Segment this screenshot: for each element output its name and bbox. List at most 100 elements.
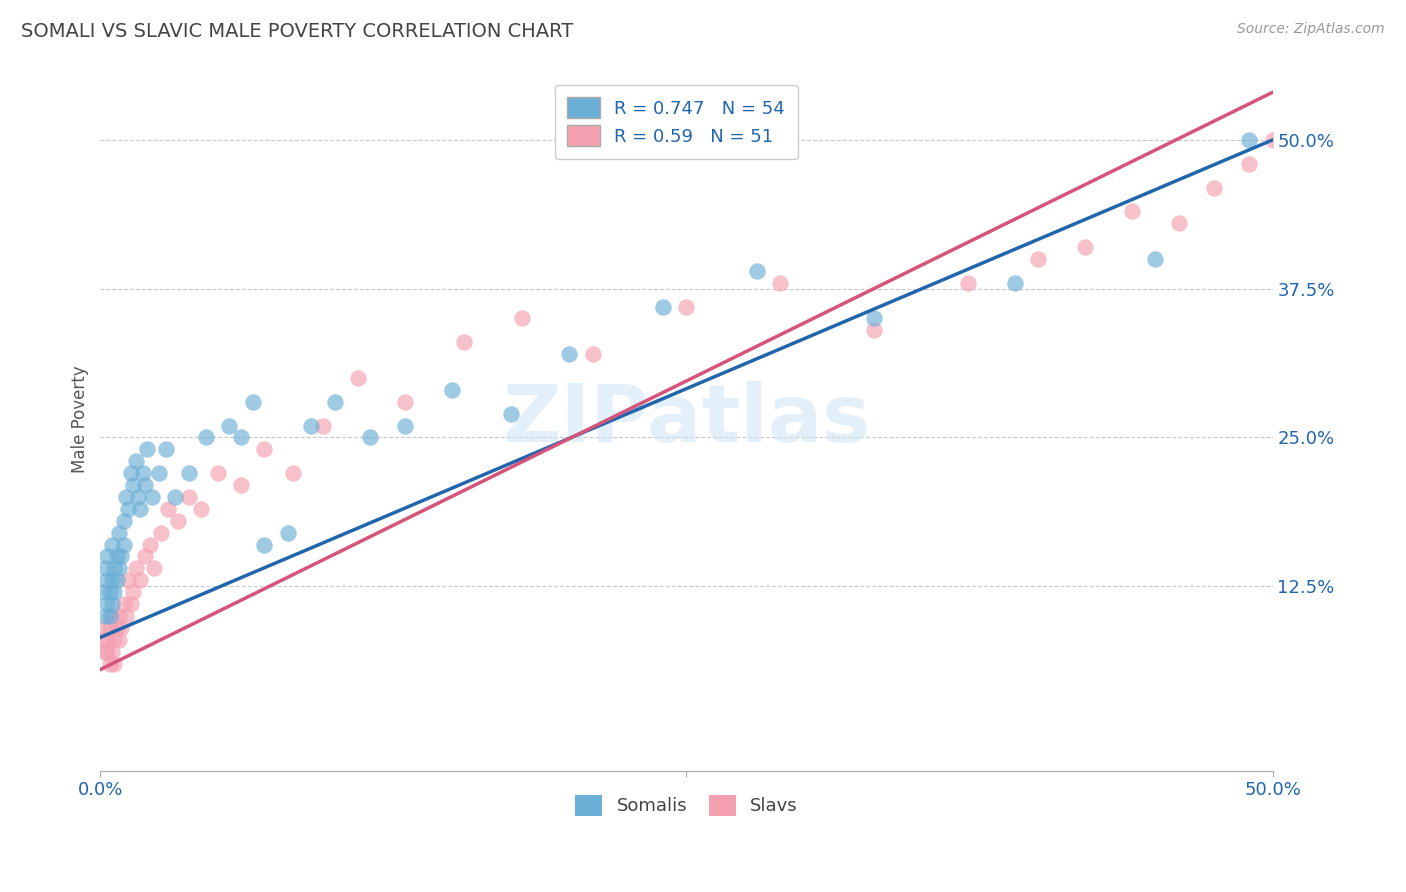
- Point: [394, 418, 416, 433]
- Point: [143, 561, 166, 575]
- Point: [115, 609, 138, 624]
- Point: [96, 632, 118, 647]
- Point: [101, 538, 124, 552]
- Point: [1074, 240, 1097, 254]
- Point: [108, 609, 131, 624]
- Point: [94, 609, 117, 624]
- Point: [165, 490, 187, 504]
- Point: [745, 264, 768, 278]
- Point: [141, 490, 163, 504]
- Point: [105, 621, 128, 635]
- Point: [453, 335, 475, 350]
- Point: [179, 490, 201, 504]
- Point: [101, 574, 124, 588]
- Point: [134, 549, 156, 564]
- Legend: Somalis, Slavs: Somalis, Slavs: [567, 786, 807, 825]
- Point: [103, 561, 125, 575]
- Point: [582, 347, 605, 361]
- Point: [253, 538, 276, 552]
- Point: [1121, 204, 1143, 219]
- Y-axis label: Male Poverty: Male Poverty: [72, 366, 89, 474]
- Point: [91, 585, 114, 599]
- Point: [956, 276, 979, 290]
- Point: [652, 300, 675, 314]
- Point: [98, 585, 121, 599]
- Point: [148, 466, 170, 480]
- Point: [101, 597, 124, 611]
- Point: [98, 609, 121, 624]
- Text: SOMALI VS SLAVIC MALE POVERTY CORRELATION CHART: SOMALI VS SLAVIC MALE POVERTY CORRELATIO…: [21, 22, 574, 41]
- Point: [229, 478, 252, 492]
- Point: [157, 501, 180, 516]
- Point: [1004, 276, 1026, 290]
- Point: [112, 514, 135, 528]
- Point: [218, 418, 240, 433]
- Point: [347, 371, 370, 385]
- Point: [117, 574, 139, 588]
- Point: [242, 394, 264, 409]
- Point: [101, 609, 124, 624]
- Point: [112, 538, 135, 552]
- Point: [863, 323, 886, 337]
- Text: Source: ZipAtlas.com: Source: ZipAtlas.com: [1237, 22, 1385, 37]
- Point: [91, 632, 114, 647]
- Point: [229, 430, 252, 444]
- Point: [105, 574, 128, 588]
- Point: [1026, 252, 1049, 266]
- Text: ZIPatlas: ZIPatlas: [502, 381, 870, 458]
- Point: [194, 430, 217, 444]
- Point: [190, 501, 212, 516]
- Point: [131, 466, 153, 480]
- Point: [124, 454, 146, 468]
- Point: [155, 442, 177, 457]
- Point: [312, 418, 335, 433]
- Point: [124, 561, 146, 575]
- Point: [101, 645, 124, 659]
- Point: [96, 549, 118, 564]
- Point: [122, 585, 145, 599]
- Point: [1202, 180, 1225, 194]
- Point: [103, 585, 125, 599]
- Point: [1261, 133, 1284, 147]
- Point: [120, 597, 142, 611]
- Point: [1237, 157, 1260, 171]
- Point: [98, 657, 121, 671]
- Point: [150, 525, 173, 540]
- Point: [108, 632, 131, 647]
- Point: [108, 525, 131, 540]
- Point: [134, 478, 156, 492]
- Point: [166, 514, 188, 528]
- Point: [207, 466, 229, 480]
- Point: [675, 300, 697, 314]
- Point: [105, 549, 128, 564]
- Point: [179, 466, 201, 480]
- Point: [96, 574, 118, 588]
- Point: [115, 490, 138, 504]
- Point: [94, 645, 117, 659]
- Point: [127, 490, 149, 504]
- Point: [96, 645, 118, 659]
- Point: [117, 501, 139, 516]
- Point: [110, 621, 132, 635]
- Point: [281, 466, 304, 480]
- Point: [103, 632, 125, 647]
- Point: [769, 276, 792, 290]
- Point: [440, 383, 463, 397]
- Point: [558, 347, 581, 361]
- Point: [512, 311, 534, 326]
- Point: [499, 407, 522, 421]
- Point: [129, 501, 152, 516]
- Point: [1167, 216, 1189, 230]
- Point: [110, 549, 132, 564]
- Point: [120, 466, 142, 480]
- Point: [277, 525, 299, 540]
- Point: [122, 478, 145, 492]
- Point: [299, 418, 322, 433]
- Point: [96, 597, 118, 611]
- Point: [138, 538, 160, 552]
- Point: [1237, 133, 1260, 147]
- Point: [112, 597, 135, 611]
- Point: [323, 394, 346, 409]
- Point: [1144, 252, 1167, 266]
- Point: [394, 394, 416, 409]
